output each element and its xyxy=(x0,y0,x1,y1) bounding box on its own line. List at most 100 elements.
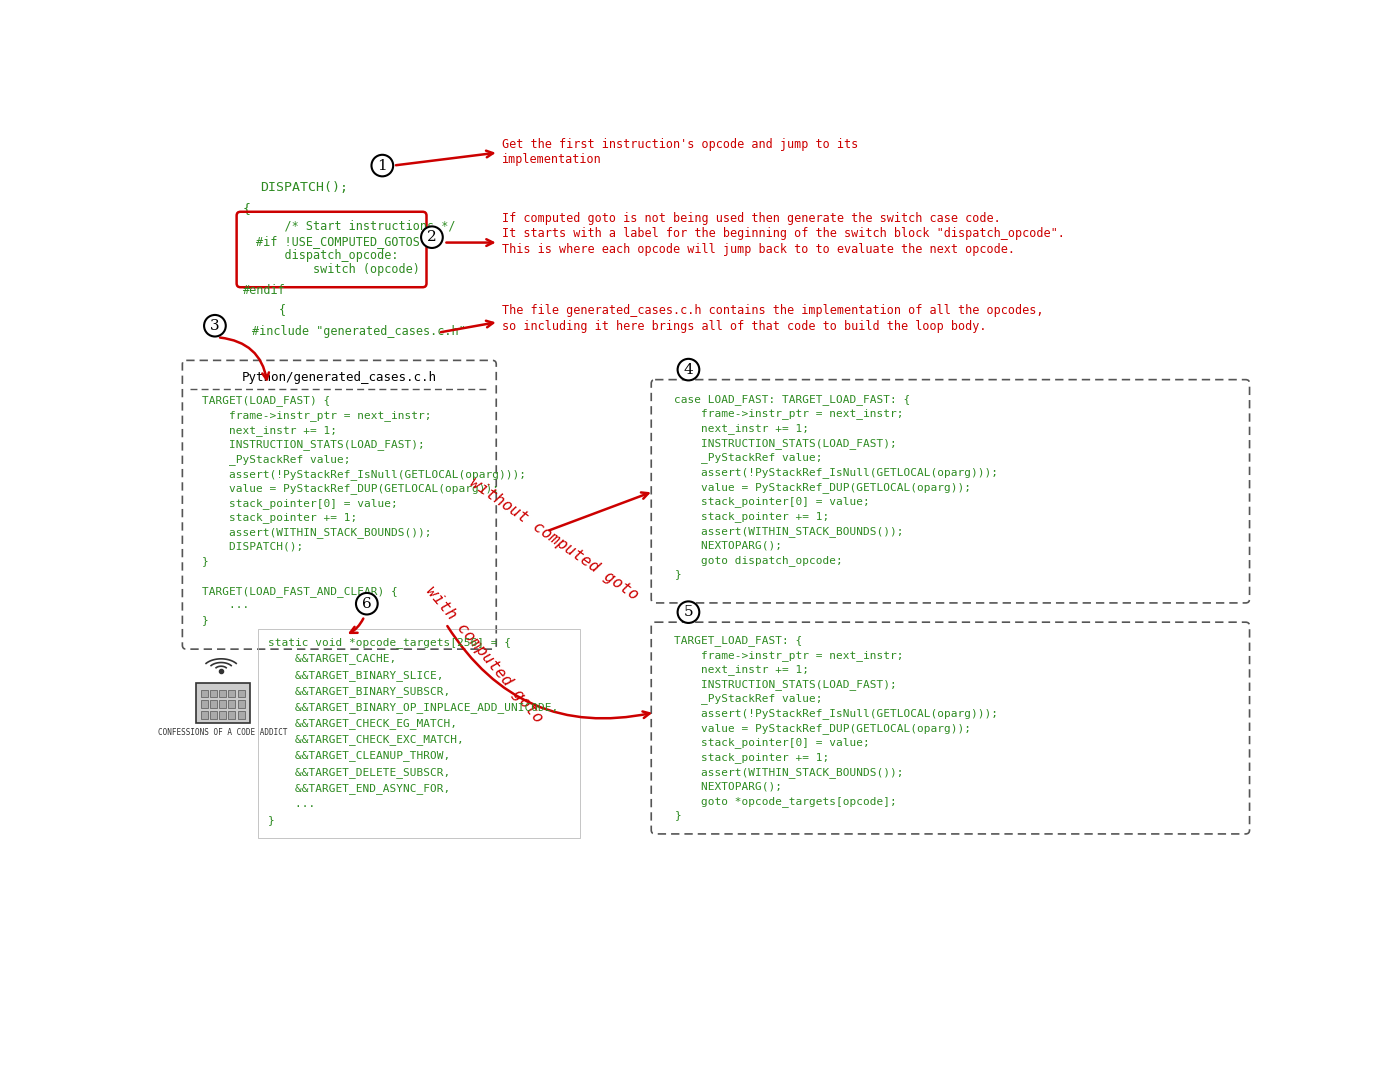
Text: dispatch_opcode:: dispatch_opcode: xyxy=(256,249,398,262)
Text: value = PyStackRef_DUP(GETLOCAL(oparg));: value = PyStackRef_DUP(GETLOCAL(oparg)); xyxy=(675,482,971,493)
Text: &&TARGET_DELETE_SUBSCR,: &&TARGET_DELETE_SUBSCR, xyxy=(268,767,450,778)
Circle shape xyxy=(204,315,226,336)
Text: value = PyStackRef_DUP(GETLOCAL(oparg));: value = PyStackRef_DUP(GETLOCAL(oparg)); xyxy=(675,722,971,733)
Text: &&TARGET_BINARY_SLICE,: &&TARGET_BINARY_SLICE, xyxy=(268,670,443,681)
Text: It starts with a label for the beginning of the switch block "dispatch_opcode".: It starts with a label for the beginning… xyxy=(502,227,1065,240)
Text: 1: 1 xyxy=(377,158,387,172)
Text: case LOAD_FAST: TARGET_LOAD_FAST: {: case LOAD_FAST: TARGET_LOAD_FAST: { xyxy=(675,394,911,405)
Circle shape xyxy=(356,592,377,614)
Text: &&TARGET_CHECK_EG_MATCH,: &&TARGET_CHECK_EG_MATCH, xyxy=(268,718,457,729)
Text: The file generated_cases.c.h contains the implementation of all the opcodes,: The file generated_cases.c.h contains th… xyxy=(502,304,1044,317)
Text: INSTRUCTION_STATS(LOAD_FAST);: INSTRUCTION_STATS(LOAD_FAST); xyxy=(675,679,897,690)
Text: static void *opcode_targets[256] = {: static void *opcode_targets[256] = { xyxy=(268,637,511,648)
Text: _PyStackRef value;: _PyStackRef value; xyxy=(675,453,823,464)
Text: &&TARGET_CHECK_EXC_MATCH,: &&TARGET_CHECK_EXC_MATCH, xyxy=(268,734,464,745)
Text: &&TARGET_BINARY_OP_INPLACE_ADD_UNICODE,: &&TARGET_BINARY_OP_INPLACE_ADD_UNICODE, xyxy=(268,702,557,712)
FancyBboxPatch shape xyxy=(210,711,217,719)
FancyBboxPatch shape xyxy=(219,700,226,708)
Text: stack_pointer[0] = value;: stack_pointer[0] = value; xyxy=(201,497,398,508)
Text: next_instr += 1;: next_instr += 1; xyxy=(675,664,809,675)
Text: assert(WITHIN_STACK_BOUNDS());: assert(WITHIN_STACK_BOUNDS()); xyxy=(201,527,432,538)
Circle shape xyxy=(678,359,700,381)
FancyBboxPatch shape xyxy=(229,711,236,719)
Text: without computed goto: without computed goto xyxy=(467,475,641,603)
FancyBboxPatch shape xyxy=(237,711,244,719)
Circle shape xyxy=(678,601,700,623)
FancyBboxPatch shape xyxy=(219,711,226,719)
Text: _PyStackRef value;: _PyStackRef value; xyxy=(675,694,823,705)
Text: 4: 4 xyxy=(683,362,693,376)
Text: assert(WITHIN_STACK_BOUNDS());: assert(WITHIN_STACK_BOUNDS()); xyxy=(675,526,904,537)
Text: frame->instr_ptr = next_instr;: frame->instr_ptr = next_instr; xyxy=(675,649,904,660)
Text: Python/generated_cases.c.h: Python/generated_cases.c.h xyxy=(242,371,437,384)
Text: #if !USE_COMPUTED_GOTOS: #if !USE_COMPUTED_GOTOS xyxy=(256,235,420,248)
Text: &&TARGET_END_ASYNC_FOR,: &&TARGET_END_ASYNC_FOR, xyxy=(268,783,450,794)
Text: }: } xyxy=(675,570,682,579)
Text: assert(!PyStackRef_IsNull(GETLOCAL(oparg)));: assert(!PyStackRef_IsNull(GETLOCAL(oparg… xyxy=(675,467,999,478)
Text: }: } xyxy=(268,815,274,825)
FancyBboxPatch shape xyxy=(196,683,250,723)
Text: 3: 3 xyxy=(210,319,219,333)
Text: NEXTOPARG();: NEXTOPARG(); xyxy=(675,781,782,791)
Text: 2: 2 xyxy=(427,230,437,244)
Text: stack_pointer[0] = value;: stack_pointer[0] = value; xyxy=(675,738,870,748)
Text: assert(!PyStackRef_IsNull(GETLOCAL(oparg)));: assert(!PyStackRef_IsNull(GETLOCAL(oparg… xyxy=(675,708,999,719)
Text: stack_pointer += 1;: stack_pointer += 1; xyxy=(675,511,830,521)
Text: ...: ... xyxy=(268,799,314,810)
Text: If computed goto is not being used then generate the switch case code.: If computed goto is not being used then … xyxy=(502,212,1000,225)
Text: This is where each opcode will jump back to to evaluate the next opcode.: This is where each opcode will jump back… xyxy=(502,242,1014,255)
Text: value = PyStackRef_DUP(GETLOCAL(oparg));: value = PyStackRef_DUP(GETLOCAL(oparg)); xyxy=(201,483,499,494)
Text: stack_pointer += 1;: stack_pointer += 1; xyxy=(201,513,358,524)
FancyBboxPatch shape xyxy=(201,690,208,697)
FancyBboxPatch shape xyxy=(219,690,226,697)
Text: 5: 5 xyxy=(683,606,693,620)
FancyBboxPatch shape xyxy=(229,690,236,697)
Text: {: { xyxy=(279,303,286,316)
Text: }: } xyxy=(201,556,208,566)
Text: frame->instr_ptr = next_instr;: frame->instr_ptr = next_instr; xyxy=(675,409,904,420)
Text: stack_pointer[0] = value;: stack_pointer[0] = value; xyxy=(675,496,870,507)
Circle shape xyxy=(420,227,443,248)
Text: {: { xyxy=(243,202,251,215)
Text: implementation: implementation xyxy=(502,153,602,166)
FancyBboxPatch shape xyxy=(201,711,208,719)
Text: assert(!PyStackRef_IsNull(GETLOCAL(oparg)));: assert(!PyStackRef_IsNull(GETLOCAL(oparg… xyxy=(201,469,525,480)
Text: DISPATCH();: DISPATCH(); xyxy=(260,181,348,194)
Text: #endif: #endif xyxy=(243,284,285,297)
Text: DISPATCH();: DISPATCH(); xyxy=(201,542,303,552)
Text: &&TARGET_BINARY_SUBSCR,: &&TARGET_BINARY_SUBSCR, xyxy=(268,686,450,697)
FancyBboxPatch shape xyxy=(210,700,217,708)
Text: assert(WITHIN_STACK_BOUNDS());: assert(WITHIN_STACK_BOUNDS()); xyxy=(675,767,904,778)
Text: TARGET_LOAD_FAST: {: TARGET_LOAD_FAST: { xyxy=(675,635,803,646)
Text: stack_pointer += 1;: stack_pointer += 1; xyxy=(675,752,830,763)
Text: next_instr += 1;: next_instr += 1; xyxy=(201,424,337,435)
Text: &&TARGET_CLEANUP_THROW,: &&TARGET_CLEANUP_THROW, xyxy=(268,751,450,762)
Text: &&TARGET_CACHE,: &&TARGET_CACHE, xyxy=(268,654,395,664)
Text: next_instr += 1;: next_instr += 1; xyxy=(675,423,809,434)
Text: 6: 6 xyxy=(362,597,372,611)
Text: so including it here brings all of that code to build the loop body.: so including it here brings all of that … xyxy=(502,320,986,333)
Text: TARGET(LOAD_FAST) {: TARGET(LOAD_FAST) { xyxy=(201,396,330,407)
FancyBboxPatch shape xyxy=(201,700,208,708)
Text: CONFESSIONS OF A CODE ADDICT: CONFESSIONS OF A CODE ADDICT xyxy=(158,728,288,736)
Text: _PyStackRef value;: _PyStackRef value; xyxy=(201,454,351,465)
Text: with computed goto: with computed goto xyxy=(423,584,546,726)
FancyBboxPatch shape xyxy=(210,690,217,697)
Circle shape xyxy=(372,155,393,177)
Text: switch (opcode): switch (opcode) xyxy=(256,263,420,276)
Text: frame->instr_ptr = next_instr;: frame->instr_ptr = next_instr; xyxy=(201,410,432,421)
Text: /* Start instructions */: /* Start instructions */ xyxy=(256,219,455,232)
Text: TARGET(LOAD_FAST_AND_CLEAR) {: TARGET(LOAD_FAST_AND_CLEAR) { xyxy=(201,586,398,597)
Text: Get the first instruction's opcode and jump to its: Get the first instruction's opcode and j… xyxy=(502,137,858,151)
Text: NEXTOPARG();: NEXTOPARG(); xyxy=(675,540,782,550)
Text: ...: ... xyxy=(201,600,249,610)
Text: goto *opcode_targets[opcode];: goto *opcode_targets[opcode]; xyxy=(675,796,897,807)
FancyBboxPatch shape xyxy=(237,700,244,708)
Text: }: } xyxy=(201,615,208,625)
Text: #include "generated_cases.c.h": #include "generated_cases.c.h" xyxy=(251,325,465,338)
Text: }: } xyxy=(675,811,682,820)
Text: goto dispatch_opcode;: goto dispatch_opcode; xyxy=(675,555,844,566)
FancyBboxPatch shape xyxy=(229,700,236,708)
Text: INSTRUCTION_STATS(LOAD_FAST);: INSTRUCTION_STATS(LOAD_FAST); xyxy=(201,440,425,451)
FancyBboxPatch shape xyxy=(237,690,244,697)
